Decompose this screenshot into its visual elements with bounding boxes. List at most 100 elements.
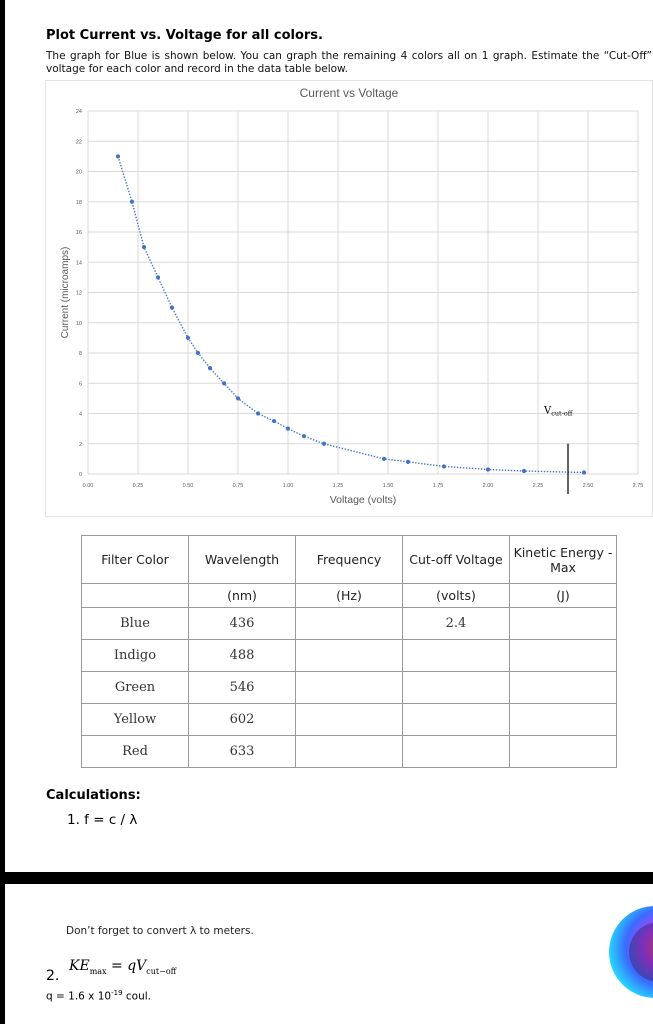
item-number: 2. [46,968,60,984]
frequency-cell [295,671,403,704]
cutoff-cell: 2.4 [402,607,510,640]
x-tick-label: 2.25 [533,483,544,489]
data-point [235,396,241,401]
header-kinetic-energy: Kinetic Energy - Max [509,535,617,584]
data-table: Filter Color Wavelength Frequency Cut-of… [81,535,617,768]
color-cell: Blue [81,607,189,640]
trendline [117,156,585,474]
data-point [581,470,587,475]
data-point [169,305,175,310]
convert-reminder: Don’t forget to convert λ to meters. [66,925,254,937]
y-tick-label: 16 [76,230,82,236]
wavelength-cell: 602 [188,703,296,736]
unit-cell: (Hz) [295,583,403,608]
worksheet-page: Plot Current vs. Voltage for all colors.… [5,0,653,872]
data-point [321,441,327,446]
table-row: Blue 436 2.4 [81,607,617,640]
wavelength-cell: 436 [188,607,296,640]
cutoff-cell [402,639,510,672]
unit-cell: (nm) [188,583,296,608]
unit-cell: (J) [509,583,617,608]
x-tick-label: 1.25 [333,483,344,489]
wavelength-cell: 633 [188,735,296,768]
q-prefix: q = 1.6 x 10 [46,990,112,1003]
data-point [381,456,387,461]
ke-rhs-sub: cut−off [146,966,177,976]
y-tick-label: 22 [76,139,82,145]
y-tick-label: 4 [79,412,82,418]
ke-rhs: = qV [106,958,147,974]
instructions-text: The graph for Blue is shown below. You c… [46,50,652,75]
x-tick-label: 0.50 [183,483,194,489]
table-row: Indigo 488 [81,639,617,672]
chart-area: Current vs Voltage 0.00 0.25 0.50 0.75 1.00 1… [45,80,653,517]
frequency-cell [295,639,403,672]
data-point [221,381,227,386]
ke-cell [509,607,617,640]
data-point [521,468,527,474]
q-suffix: coul. [122,990,151,1003]
color-cell: Green [81,671,189,704]
header-wavelength: Wavelength [188,535,296,584]
data-point [285,426,291,431]
data-point [441,464,447,469]
cutoff-cell [402,735,510,768]
frequency-cell [295,607,403,640]
y-tick-label: 6 [79,381,82,387]
y-tick-label: 10 [76,321,82,327]
unit-cell [81,583,189,608]
ke-cell [509,735,617,768]
ke-cell [509,703,617,736]
data-point [185,335,191,340]
x-tick-label: 2.75 [633,483,644,489]
table-row: Red 633 [81,735,617,768]
data-point [129,199,135,204]
data-point [207,366,213,371]
data-point [271,418,277,424]
y-tick-label: 12 [76,291,82,297]
table-row: Green 546 [81,671,617,704]
q-exponent: -19 [111,989,123,997]
cutoff-cell [402,671,510,704]
y-axis-label: Current (microamps) [60,247,71,339]
frequency-formula: 1. f = c / λ [67,812,138,828]
x-tick-label: 1.50 [383,483,394,489]
frequency-cell [295,703,403,736]
y-tick-label: 8 [79,351,82,357]
x-tick-label: 0.00 [83,483,94,489]
y-tick-label: 2 [79,442,82,448]
header-frequency: Frequency [295,535,403,584]
unit-cell: (volts) [402,583,510,608]
wavelength-cell: 488 [188,639,296,672]
calculations-heading: Calculations: [46,788,141,803]
color-cell: Red [81,735,189,768]
chart-title: Current vs Voltage [299,86,399,100]
data-point [141,245,147,250]
table-header-row: Filter Color Wavelength Frequency Cut-of… [81,535,617,584]
data-point [195,350,201,356]
data-point [485,467,491,472]
y-tick-label: 24 [76,109,82,115]
header-cutoff-voltage: Cut-off Voltage [402,535,510,584]
frequency-cell [295,735,403,768]
x-tick-label: 0.75 [233,483,244,489]
charge-constant: q = 1.6 x 10-19 coul. [46,989,151,1003]
worksheet-page-2: Don’t forget to convert λ to meters. 2. … [5,884,653,1024]
x-tick-label: 2.00 [483,483,494,489]
data-point [155,275,161,280]
y-tick-label: 20 [76,170,82,176]
kinetic-energy-formula: KEmax = qVcut−off [69,958,176,976]
wavelength-cell: 546 [188,671,296,704]
data-point [301,434,307,439]
color-cell: Indigo [81,639,189,672]
header-filter-color: Filter Color [81,535,189,584]
ke-lhs: KE [69,958,90,974]
cutoff-label: Vcut-off [543,406,574,418]
cutoff-cell [402,703,510,736]
assistant-orb-icon[interactable] [597,896,653,1006]
section-heading: Plot Current vs. Voltage for all colors. [46,28,323,43]
y-tick-label: 0 [79,472,82,478]
current-voltage-chart: 0.00 0.25 0.50 0.75 1.00 1.25 1.50 1.75 2.00 2.25… [60,109,644,506]
y-tick-label: 18 [76,200,82,206]
color-cell: Yellow [81,703,189,736]
